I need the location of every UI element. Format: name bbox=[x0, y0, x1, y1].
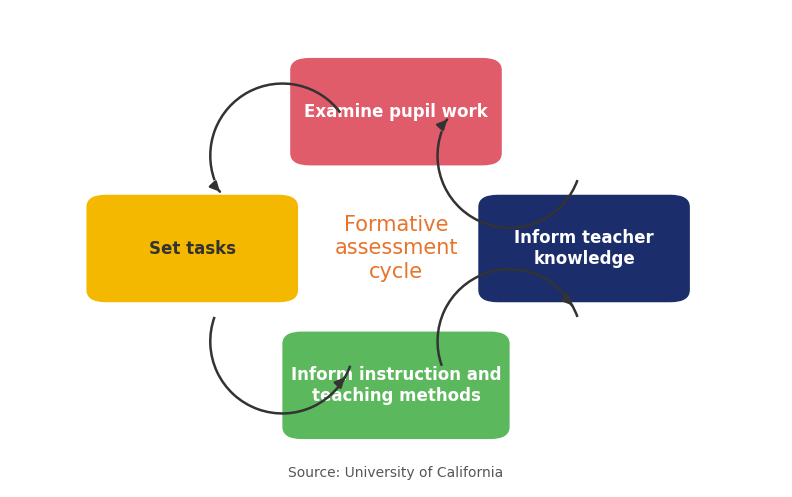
Text: Formative
assessment
cycle: Formative assessment cycle bbox=[334, 215, 458, 282]
Text: Inform instruction and
teaching methods: Inform instruction and teaching methods bbox=[291, 366, 501, 405]
Text: Set tasks: Set tasks bbox=[149, 240, 236, 257]
Text: Examine pupil work: Examine pupil work bbox=[304, 103, 488, 121]
FancyBboxPatch shape bbox=[290, 58, 502, 166]
Text: Source: University of California: Source: University of California bbox=[288, 466, 504, 480]
FancyBboxPatch shape bbox=[478, 195, 690, 302]
FancyBboxPatch shape bbox=[86, 195, 298, 302]
FancyBboxPatch shape bbox=[283, 331, 509, 439]
Text: Inform teacher
knowledge: Inform teacher knowledge bbox=[514, 229, 654, 268]
